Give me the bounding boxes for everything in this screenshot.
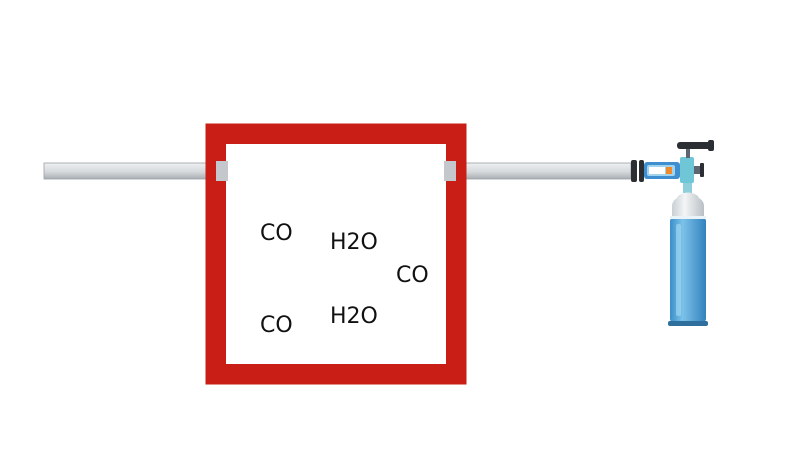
left-pipe — [43, 161, 228, 181]
molecule-co-label: CO — [260, 221, 293, 246]
molecule-h2o-label: H2O — [330, 230, 378, 255]
reaction-chamber — [205, 123, 467, 385]
gas-cylinder-icon — [668, 192, 708, 326]
valve-icon — [639, 140, 714, 193]
molecule-co-label: CO — [260, 313, 293, 338]
molecule-co-label: CO — [396, 263, 429, 288]
right-inlet — [444, 161, 456, 181]
molecule-h2o-label: H2O — [330, 304, 378, 329]
right-pipe — [447, 160, 637, 182]
pressure-gauge-icon — [666, 167, 672, 174]
left-inlet — [216, 161, 228, 181]
